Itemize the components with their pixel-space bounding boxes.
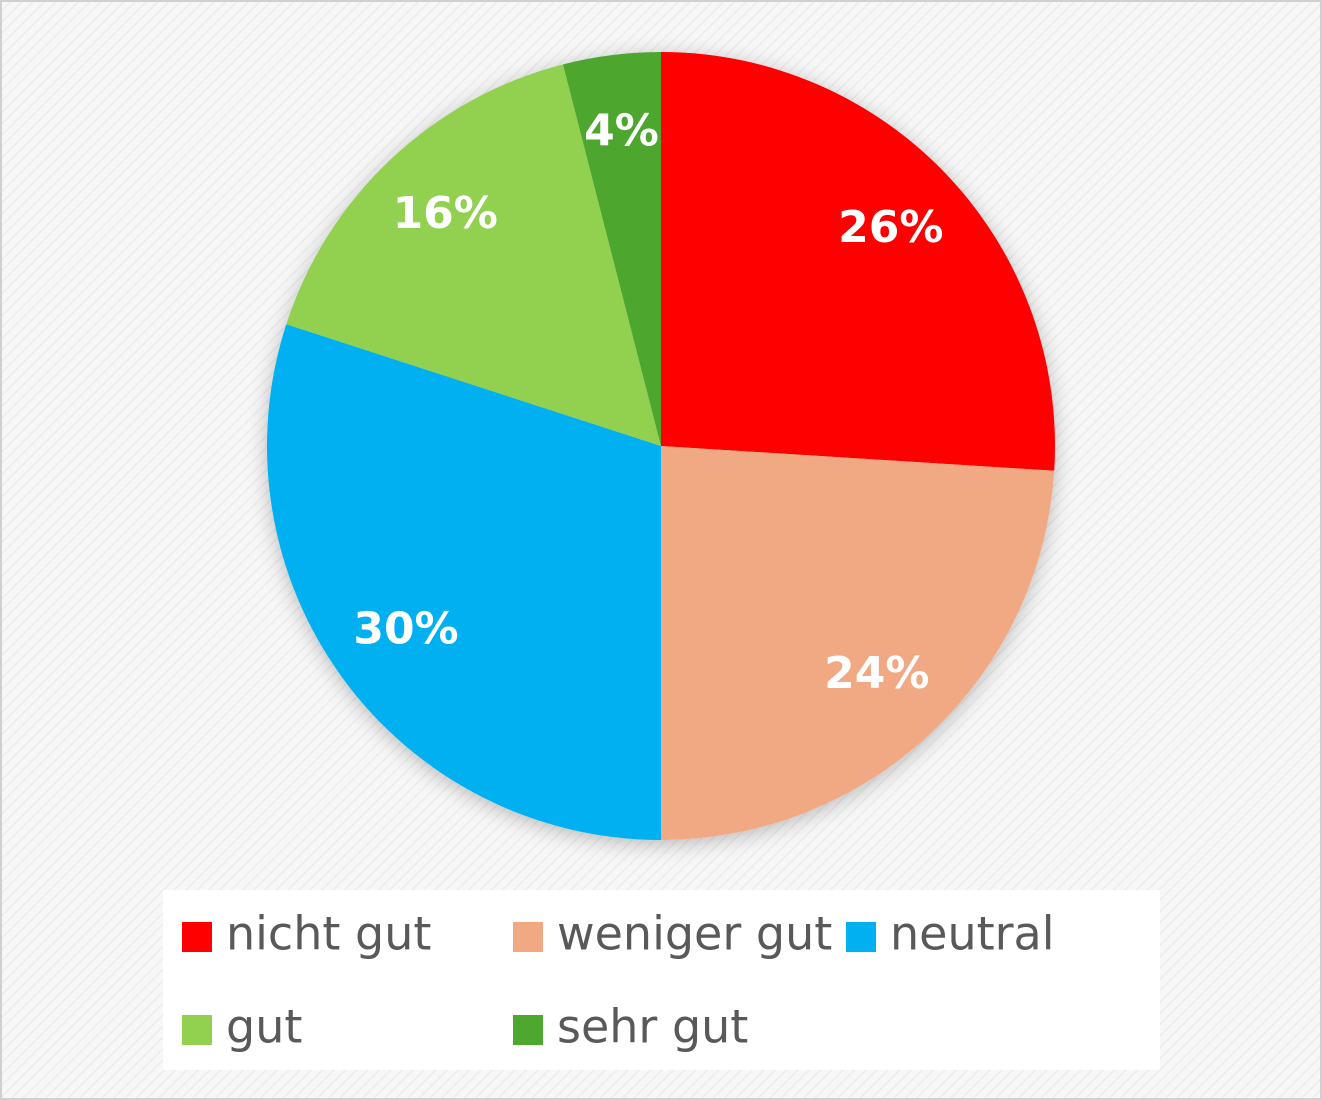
value-label: 4% <box>584 105 659 156</box>
legend-label: nicht gut <box>226 907 431 961</box>
legend-box <box>163 890 1160 1070</box>
legend: nicht gut weniger gut neutral gut sehr gut <box>182 907 1055 1054</box>
legend-label: sehr gut <box>557 1000 748 1054</box>
legend-label: weniger gut <box>557 907 832 961</box>
pie-slice <box>661 446 1055 840</box>
legend-label: neutral <box>890 907 1055 961</box>
pie <box>266 52 1055 840</box>
pie-slice <box>266 324 661 840</box>
value-label: 24% <box>824 648 929 699</box>
pie-slice <box>661 52 1055 471</box>
legend-swatch <box>182 1015 212 1045</box>
pie-slice <box>563 52 661 446</box>
value-label: 30% <box>353 603 458 654</box>
legend-swatch <box>846 922 876 952</box>
value-label: 16% <box>393 188 498 239</box>
legend-label: gut <box>226 1000 302 1054</box>
legend-swatch <box>513 1015 543 1045</box>
pie-slice <box>286 64 661 446</box>
value-label: 26% <box>838 202 943 253</box>
value-labels: 26% 24% 30% 16% 4% <box>353 105 943 698</box>
legend-swatch <box>513 922 543 952</box>
legend-swatch <box>182 922 212 952</box>
